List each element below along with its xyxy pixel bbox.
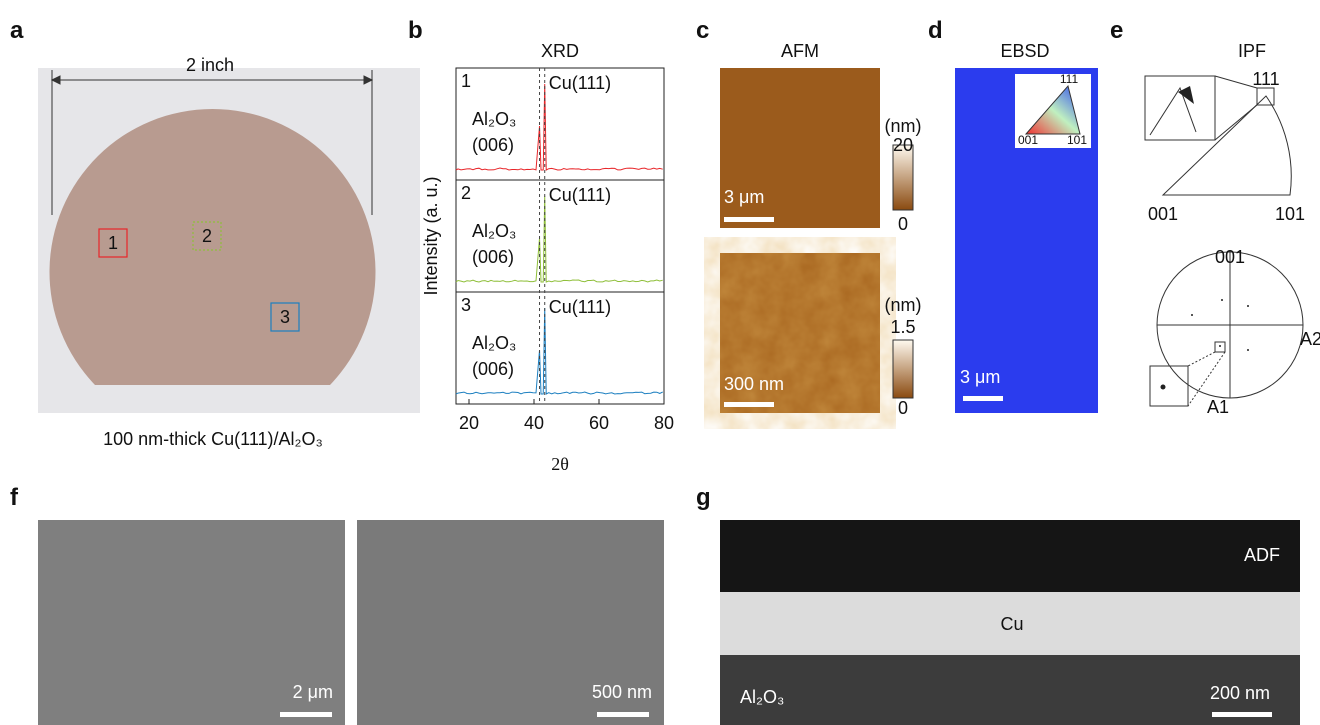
panel-label: c — [696, 17, 709, 44]
scale-bar — [1212, 712, 1272, 717]
scale-bar — [597, 712, 649, 717]
colorbar-unit: (nm) — [885, 295, 922, 315]
ipf-triangle — [1145, 76, 1291, 195]
dimension-label: 2 inch — [186, 55, 234, 75]
colorbar-min: 0 — [898, 398, 908, 418]
region-label: 1 — [108, 233, 118, 253]
region-label: 2 — [202, 226, 212, 246]
scale-bar — [724, 217, 774, 222]
scale-bar — [963, 396, 1003, 401]
scale-bar — [280, 712, 332, 717]
x-tick-label: 20 — [459, 413, 479, 433]
caption: 100 nm-thick Cu(111)/Al₂O₃ — [103, 429, 323, 449]
substrate-label: Al₂O₃ — [472, 109, 516, 129]
inset-label: 111 — [1060, 72, 1079, 86]
scale-bar-label: 300 nm — [724, 374, 784, 394]
region-label: 3 — [280, 307, 290, 327]
colorbar-unit: (nm) — [885, 116, 922, 136]
scale-bar-label: 200 nm — [1210, 683, 1270, 703]
colorbar — [893, 145, 913, 210]
inset-label: 101 — [1067, 133, 1087, 147]
substrate-plane: (006) — [472, 247, 514, 267]
ipf-label: 001 — [1148, 204, 1178, 224]
x-tick-label: 60 — [589, 413, 609, 433]
substrate-plane: (006) — [472, 359, 514, 379]
scale-bar-label: 500 nm — [592, 682, 652, 702]
layer — [720, 520, 1300, 592]
sample-label: 3 — [461, 295, 471, 315]
panel-label: d — [928, 17, 943, 44]
panel-label: f — [10, 484, 19, 511]
x-tick-label: 80 — [654, 413, 674, 433]
panel-title: EBSD — [1000, 41, 1049, 61]
substrate-label: Al₂O₃ — [472, 221, 516, 241]
panel-title: IPF — [1238, 41, 1266, 61]
peak-label: Cu(111) — [549, 297, 611, 317]
colorbar-max: 20 — [893, 135, 913, 155]
scale-bar-label: 3 μm — [724, 187, 764, 207]
panel-label: a — [10, 17, 24, 44]
substrate-plane: (006) — [472, 135, 514, 155]
pole-figure — [1150, 252, 1303, 406]
colorbar-max: 1.5 — [890, 317, 915, 337]
sample-label: 2 — [461, 183, 471, 203]
layer-label: Cu — [1000, 614, 1023, 634]
substrate-label: Al₂O₃ — [472, 333, 516, 353]
ipf-label: 111 — [1252, 69, 1279, 89]
peak-label: Cu(111) — [549, 185, 611, 205]
pole-label: 001 — [1215, 247, 1245, 267]
colorbar — [893, 340, 913, 398]
panel-title: XRD — [541, 41, 579, 61]
inset-label: 001 — [1018, 133, 1038, 147]
pole-label: A2 — [1300, 329, 1320, 349]
scale-bar-label: 3 μm — [960, 367, 1000, 387]
x-tick-label: 40 — [524, 413, 544, 433]
pole-label: A1 — [1207, 397, 1229, 417]
colorbar-min: 0 — [898, 214, 908, 234]
x-axis-label: 2θ — [551, 454, 569, 474]
sample-label: 1 — [461, 71, 471, 91]
scale-bar-label: 2 μm — [293, 682, 333, 702]
panel-title: AFM — [781, 41, 819, 61]
panel-label: b — [408, 17, 423, 44]
peak-label: Cu(111) — [549, 73, 611, 93]
panel-label: g — [696, 484, 711, 511]
layer-label: Al₂O₃ — [740, 687, 784, 707]
poles — [1161, 299, 1250, 390]
figure: a 2 inch 123 100 nm-thick Cu(111)/Al₂O₃ … — [0, 0, 1320, 725]
ipf-label: 101 — [1275, 204, 1305, 224]
scale-bar — [724, 402, 774, 407]
y-axis-label: Intensity (a. u.) — [421, 176, 441, 295]
panel-label: e — [1110, 17, 1123, 44]
layer-label: ADF — [1244, 545, 1280, 565]
